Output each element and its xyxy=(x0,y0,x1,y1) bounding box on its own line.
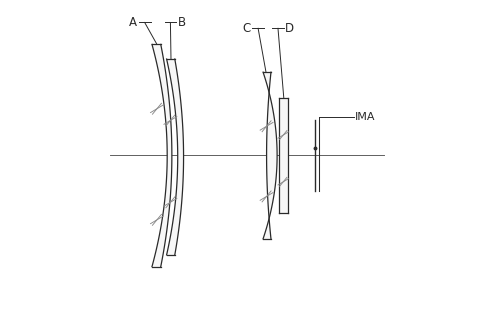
Polygon shape xyxy=(279,99,288,212)
Polygon shape xyxy=(152,44,172,267)
Text: A: A xyxy=(129,16,137,29)
Text: B: B xyxy=(178,16,186,29)
Polygon shape xyxy=(263,72,277,239)
Text: C: C xyxy=(243,22,251,35)
Text: IMA: IMA xyxy=(355,113,375,123)
Text: D: D xyxy=(286,22,294,35)
Polygon shape xyxy=(166,59,184,255)
